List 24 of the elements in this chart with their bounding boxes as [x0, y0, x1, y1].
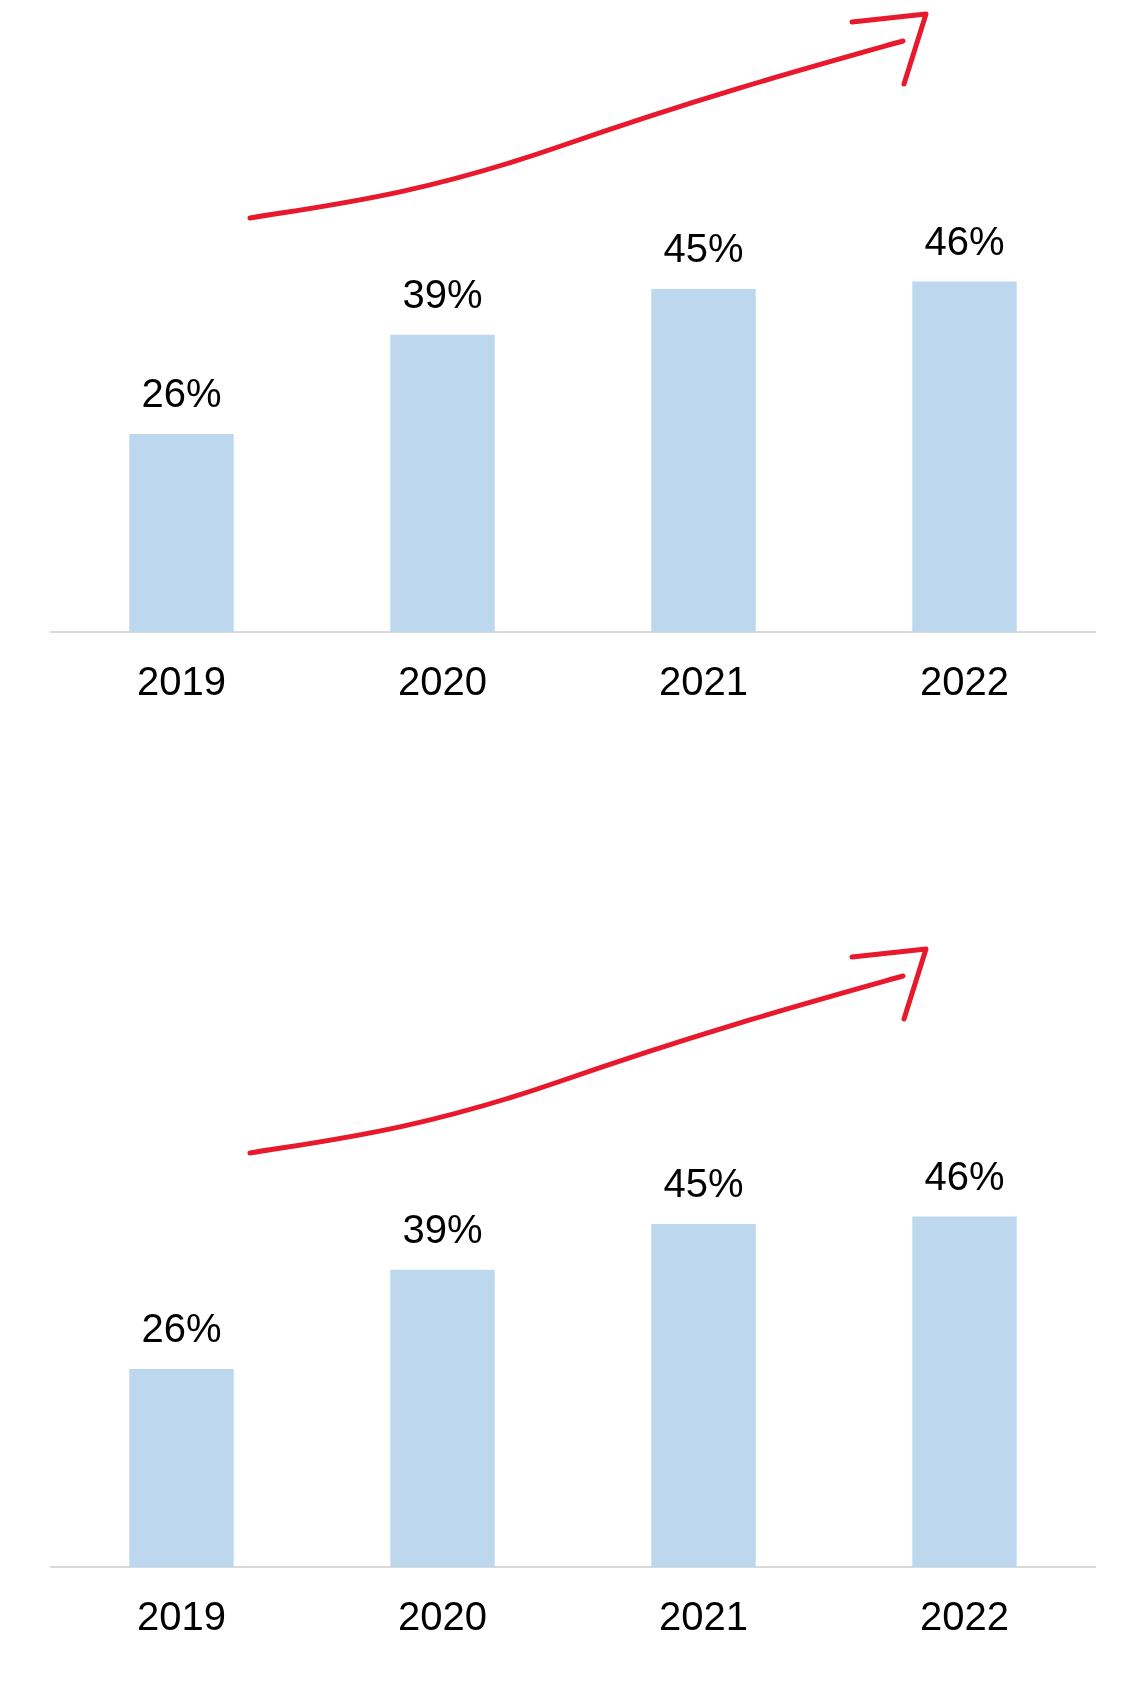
data-label: 26% — [141, 1305, 222, 1350]
x-tick-label: 2022 — [920, 659, 1009, 704]
bar — [651, 289, 756, 632]
bar — [912, 1216, 1017, 1567]
x-tick-label: 2022 — [920, 1594, 1009, 1639]
x-tick-label: 2019 — [137, 1594, 226, 1639]
data-label: 45% — [663, 1161, 744, 1206]
x-tick-label: 2021 — [659, 659, 748, 704]
bar — [129, 1368, 234, 1567]
x-tick-label: 2020 — [398, 659, 487, 704]
bar — [912, 281, 1017, 632]
data-label: 26% — [141, 370, 222, 415]
x-tick-label: 2019 — [137, 659, 226, 704]
data-label: 39% — [402, 1206, 483, 1251]
bar — [390, 334, 495, 632]
bar — [651, 1224, 756, 1567]
x-tick-label: 2021 — [659, 1594, 748, 1639]
data-label: 46% — [924, 1153, 1005, 1198]
x-tick-label: 2020 — [398, 1594, 487, 1639]
data-label: 39% — [402, 271, 483, 316]
bar — [390, 1269, 495, 1567]
data-label: 45% — [663, 226, 744, 271]
bar — [129, 433, 234, 632]
data-label: 46% — [924, 218, 1005, 263]
